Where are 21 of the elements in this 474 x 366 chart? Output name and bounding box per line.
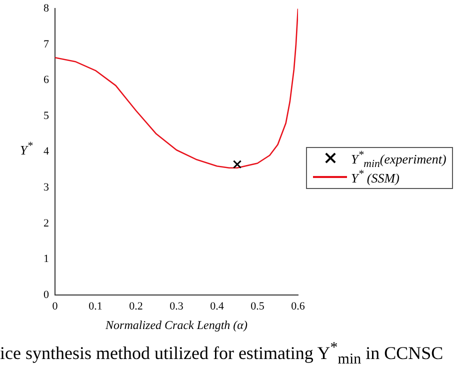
x-tick-label: 0.6 — [291, 300, 306, 312]
y-tick-label: 3 — [44, 181, 50, 194]
y-tick-label: 0 — [44, 288, 50, 301]
y-tick-label: 7 — [44, 38, 50, 50]
legend-label: Y$^{*}$ (SSM) — [351, 168, 400, 186]
y-tick-label: 6 — [44, 74, 50, 86]
x-tick-label: 0.4 — [210, 300, 224, 312]
x-tick-label: 0.1 — [88, 300, 102, 312]
x-tick-label: 0.2 — [129, 300, 143, 312]
y-tick-label: 2 — [44, 217, 49, 230]
y-tick-label: 1 — [44, 253, 49, 266]
y-tick-label: 4 — [44, 146, 50, 158]
x-tick-label: 0.3 — [170, 300, 184, 312]
text: ice synthesis method utilized for estimating Y$^{*}$$_{min}$ in CCNSC — [0, 340, 444, 366]
y-axis-title: Y$^{*}$ — [20, 140, 33, 158]
y-tick-label: 5 — [44, 110, 50, 122]
x-tick-label: 0 — [52, 300, 58, 312]
y-tick-label: 8 — [44, 2, 50, 14]
x-tick-label: 0.5 — [250, 300, 265, 312]
legend-label: Y$^{*}$$_{min}$(experiment) — [351, 148, 446, 170]
x-axis-title: Normalized Crack Length (α) — [104, 318, 248, 333]
